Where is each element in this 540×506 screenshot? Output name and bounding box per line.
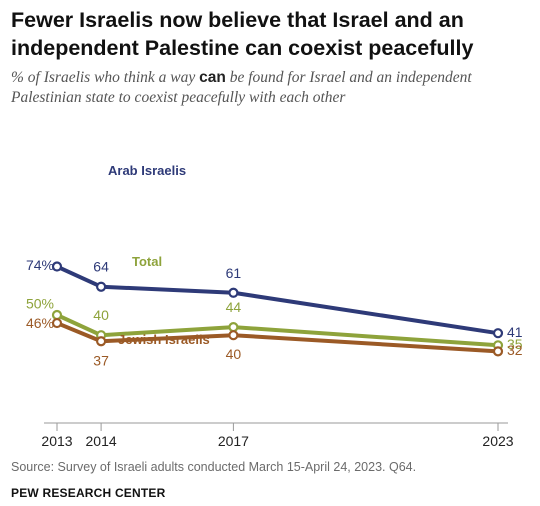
data-label: 46%: [26, 315, 54, 331]
data-point: [492, 328, 504, 339]
data-label: 74%: [26, 257, 54, 273]
data-point: [95, 336, 107, 347]
series-name-label: Arab Israelis: [108, 163, 186, 178]
data-label: 50%: [26, 296, 54, 312]
x-tick-label: 2017: [218, 433, 249, 449]
data-label: 40: [226, 346, 242, 362]
series-name-label: Jewish Israelis: [118, 332, 210, 347]
x-tick-label: 2013: [41, 433, 72, 449]
data-point: [51, 309, 63, 321]
data-label: 64: [93, 259, 109, 275]
data-point: [51, 317, 63, 329]
subtitle-text-before: % of Israelis who think a way: [11, 69, 200, 86]
data-label: 40: [93, 307, 109, 323]
series-line: [55, 264, 500, 336]
line-chart: 2013 2014 2017 2023 74% 64 61 41 Arab Israelis 50…: [26, 163, 523, 449]
data-point: [492, 346, 504, 357]
data-point: [228, 287, 239, 298]
data-point: [51, 261, 63, 272]
chart-subtitle: % of Israelis who think a way can be fou…: [11, 68, 531, 108]
data-label: 61: [226, 265, 242, 281]
data-label: 44: [226, 299, 242, 315]
data-label: 35: [507, 336, 523, 352]
x-tick-label: 2023: [482, 433, 513, 449]
data-point: [228, 322, 239, 333]
source-note: Source: Survey of Israeli adults conduct…: [11, 460, 417, 474]
subtitle-text-after: be found for Israel and an independent P…: [11, 69, 472, 106]
chart-title: Fewer Israelis now believe that Israel a…: [11, 8, 474, 60]
data-label: 37: [93, 352, 109, 368]
organization-name: PEW RESEARCH CENTER: [11, 486, 166, 500]
series-name-label: Total: [132, 254, 162, 269]
data-point: [95, 281, 107, 292]
data-label: 32: [507, 342, 523, 358]
data-label: 41: [507, 324, 523, 340]
series-line: [55, 321, 500, 354]
data-point: [228, 330, 239, 341]
subtitle-emphasis: can: [199, 69, 226, 86]
x-tick-label: 2014: [86, 433, 117, 449]
series-line: [55, 313, 500, 348]
